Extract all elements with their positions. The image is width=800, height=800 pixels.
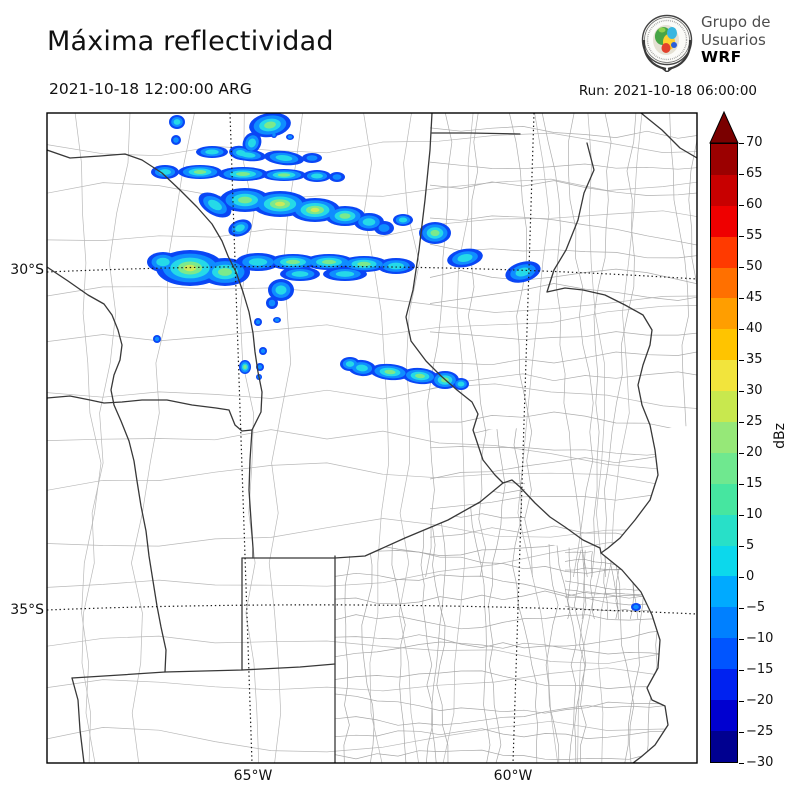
colorbar-segment <box>711 422 737 453</box>
colorbar-segment <box>711 329 737 361</box>
colorbar-tick-label: 35 <box>746 352 763 367</box>
colorbar-tick-mark <box>739 608 744 609</box>
colorbar-tick-label: 45 <box>746 290 763 305</box>
colorbar-tick-mark <box>739 515 744 516</box>
colorbar-tick-label: 40 <box>746 321 763 336</box>
colorbar-segment <box>711 452 737 484</box>
colorbar-segment <box>711 730 737 762</box>
colorbar-tick-mark <box>739 329 744 330</box>
colorbar-tick-mark <box>739 763 744 764</box>
lon-label-65w: 65°W <box>233 768 273 784</box>
radar-reflectivity-echoes <box>147 113 641 611</box>
run-time-label: Run: 2021-10-18 06:00:00 <box>578 83 757 99</box>
logo-line-2: Usuarios <box>701 30 766 49</box>
colorbar-tick-mark <box>739 267 744 268</box>
colorbar-segment <box>711 483 737 515</box>
colorbar-segment <box>711 174 737 206</box>
logo-line-1: Grupo de <box>701 13 771 31</box>
colorbar-segment <box>711 298 737 330</box>
colorbar-segment <box>711 391 737 423</box>
colorbar-tick-mark <box>739 639 744 640</box>
logo-text: Grupo de Usuarios WRF <box>701 13 771 67</box>
colorbar-tick-label: −25 <box>746 724 774 739</box>
colorbar-tick-label: 65 <box>746 166 763 181</box>
colorbar-tick-mark <box>739 391 744 392</box>
colorbar-tick-mark <box>739 577 744 578</box>
graticule-lines <box>47 113 697 763</box>
colorbar-tick-label: 25 <box>746 414 763 429</box>
colorbar-tick-mark <box>739 143 744 144</box>
colorbar-tick-label: 60 <box>746 197 763 212</box>
colorbar-segment <box>711 576 737 608</box>
colorbar-tick-label: 0 <box>746 569 755 584</box>
colorbar-tick-label: −10 <box>746 631 774 646</box>
colorbar-tick-mark <box>739 732 744 733</box>
colorbar-segment <box>711 545 737 577</box>
colorbar-tick-label: 20 <box>746 445 763 460</box>
colorbar-tick-mark <box>739 701 744 702</box>
colorbar-unit-label: dBz <box>772 423 788 449</box>
valid-time-label: 2021-10-18 12:00:00 ARG <box>49 80 252 98</box>
colorbar-segment <box>711 669 737 701</box>
department-borders-buenosaires <box>335 428 668 763</box>
colorbar-segment <box>711 607 737 639</box>
colorbar-segment <box>711 205 737 237</box>
wrf-users-group-logo-icon <box>641 14 693 72</box>
province-borders <box>47 113 697 763</box>
colorbar-tick-label: 30 <box>746 383 763 398</box>
colorbar-segment <box>711 638 737 670</box>
colorbar-segment <box>711 360 737 392</box>
colorbar-tick-mark <box>739 422 744 423</box>
colorbar-tick-mark <box>739 174 744 175</box>
colorbar-segment <box>711 700 737 731</box>
lat-label-30s: 30°S <box>10 262 44 278</box>
colorbar-tick-label: 10 <box>746 507 763 522</box>
page-title: Máxima reflectividad <box>47 26 334 57</box>
colorbar-tick-label: 50 <box>746 259 763 274</box>
colorbar-extend-arrow <box>709 110 739 144</box>
colorbar-tick-mark <box>739 205 744 206</box>
colorbar-tick-mark <box>739 360 744 361</box>
colorbar-segment <box>711 267 737 299</box>
colorbar-segment <box>711 236 737 268</box>
colorbar-tick-label: 70 <box>746 135 763 150</box>
colorbar-tick-label: 55 <box>746 228 763 243</box>
lat-label-35s: 35°S <box>10 602 44 618</box>
map-frame <box>46 112 698 764</box>
colorbar-tick-label: −5 <box>746 600 766 615</box>
colorbar-tick-label: 15 <box>746 476 763 491</box>
colorbar-tick-mark <box>739 298 744 299</box>
colorbar-tick-label: −30 <box>746 755 774 770</box>
logo-line-3: WRF <box>701 48 742 66</box>
colorbar-tick-mark <box>739 670 744 671</box>
colorbar <box>710 143 738 763</box>
colorbar-tick-label: −20 <box>746 693 774 708</box>
colorbar-tick-label: 5 <box>746 538 755 553</box>
colorbar-tick-mark <box>739 484 744 485</box>
coastline <box>600 552 669 763</box>
colorbar-tick-label: −15 <box>746 662 774 677</box>
colorbar-segment <box>711 514 737 546</box>
colorbar-tick-mark <box>739 546 744 547</box>
colorbar-tick-mark <box>739 453 744 454</box>
colorbar-segment <box>711 144 737 175</box>
colorbar-tick-mark <box>739 236 744 237</box>
lon-label-60w: 60°W <box>493 768 533 784</box>
